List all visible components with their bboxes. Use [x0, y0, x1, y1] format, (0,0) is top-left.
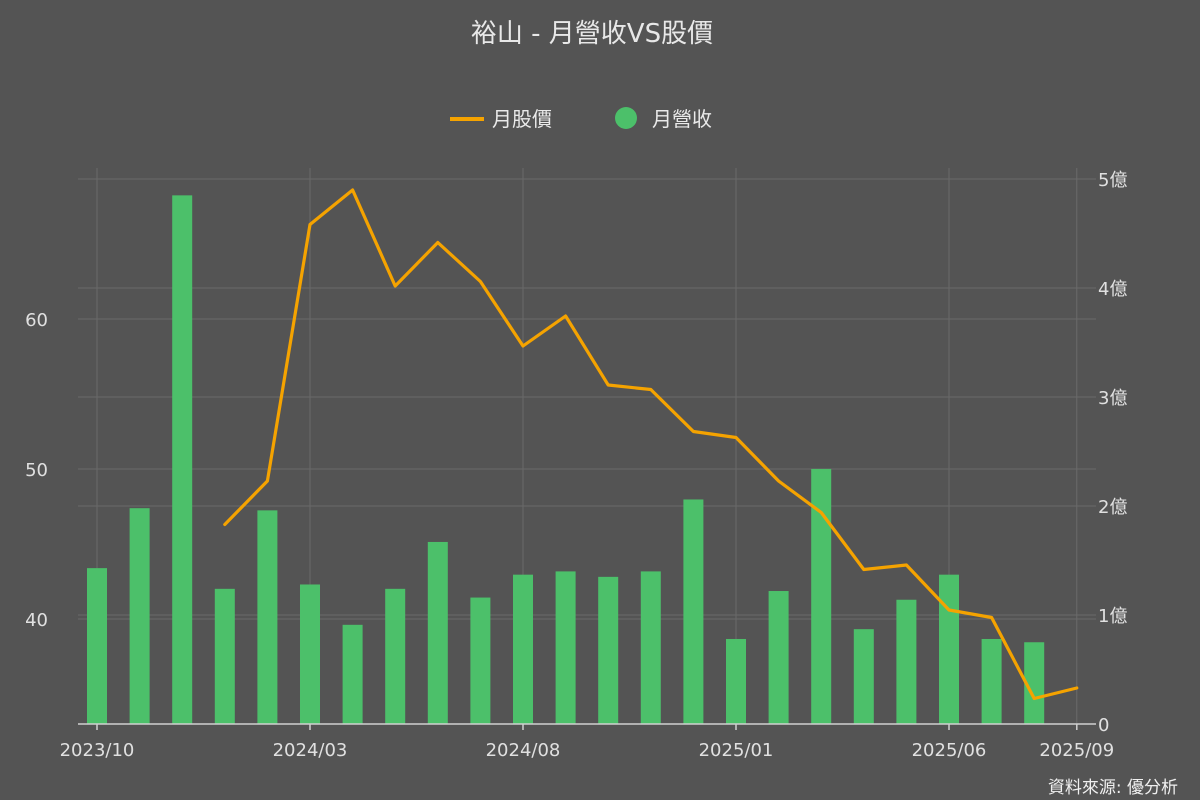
revenue-bar	[385, 588, 406, 724]
x-tick-label: 2023/10	[60, 740, 135, 761]
x-tick-label: 2024/08	[486, 740, 561, 761]
y-right-tick-label: 5億	[1098, 170, 1127, 191]
revenue-bar	[214, 588, 235, 724]
y-right-tick-label: 4億	[1098, 279, 1127, 300]
revenue-bar	[726, 638, 746, 724]
axes: 0 1億 2億 3億 4億 5億 40 50 60 2023/10 2024/03 2024/08 20…	[25, 170, 1127, 761]
x-tick-label: 2024/03	[273, 740, 348, 761]
price-line-layer	[223, 188, 1079, 701]
revenue-bar	[811, 468, 832, 724]
revenue-bar	[853, 629, 874, 724]
revenue-bar	[1024, 642, 1045, 724]
revenue-bar	[981, 638, 1002, 724]
revenue-bar	[300, 584, 320, 724]
revenue-bar	[87, 568, 107, 724]
revenue-bar	[342, 624, 363, 724]
revenue-bar	[172, 195, 193, 725]
y-right-tick-label: 3億	[1098, 388, 1127, 409]
revenue-bar	[640, 571, 661, 724]
revenue-bar	[896, 599, 917, 724]
x-tick-label: 2025/01	[699, 740, 774, 761]
legend-revenue-label: 月營收	[652, 107, 712, 131]
revenue-bar	[555, 571, 576, 724]
chart-title: 裕山 - 月營收VS股價	[471, 19, 713, 49]
revenue-bar	[939, 574, 959, 724]
revenue-bar	[683, 499, 704, 724]
revenue-bar	[470, 597, 491, 724]
source-label: 資料來源: 優分析	[1048, 778, 1178, 798]
y-right-tick-label: 0	[1098, 715, 1109, 736]
legend-price-label: 月股價	[492, 107, 552, 131]
legend-revenue-circle-icon	[615, 107, 637, 129]
revenue-bar	[513, 574, 533, 724]
y-right-tick-label: 2億	[1098, 497, 1127, 518]
legend[interactable]: 月股價 月營收	[450, 107, 712, 131]
revenue-bar	[768, 591, 789, 724]
y-right-tick-label: 1億	[1098, 606, 1127, 627]
x-tick-label: 2025/06	[912, 740, 987, 761]
revenue-bar	[427, 541, 448, 724]
price-line	[223, 188, 1079, 701]
x-tick-label: 2025/09	[1039, 740, 1114, 761]
revenue-bar	[257, 510, 278, 724]
y-left-tick-label: 60	[25, 310, 48, 331]
revenue-bar	[129, 508, 150, 724]
y-left-tick-label: 50	[25, 460, 48, 481]
y-left-tick-label: 40	[25, 610, 48, 631]
revenue-bar	[598, 576, 619, 724]
revenue-bars	[87, 195, 1045, 725]
